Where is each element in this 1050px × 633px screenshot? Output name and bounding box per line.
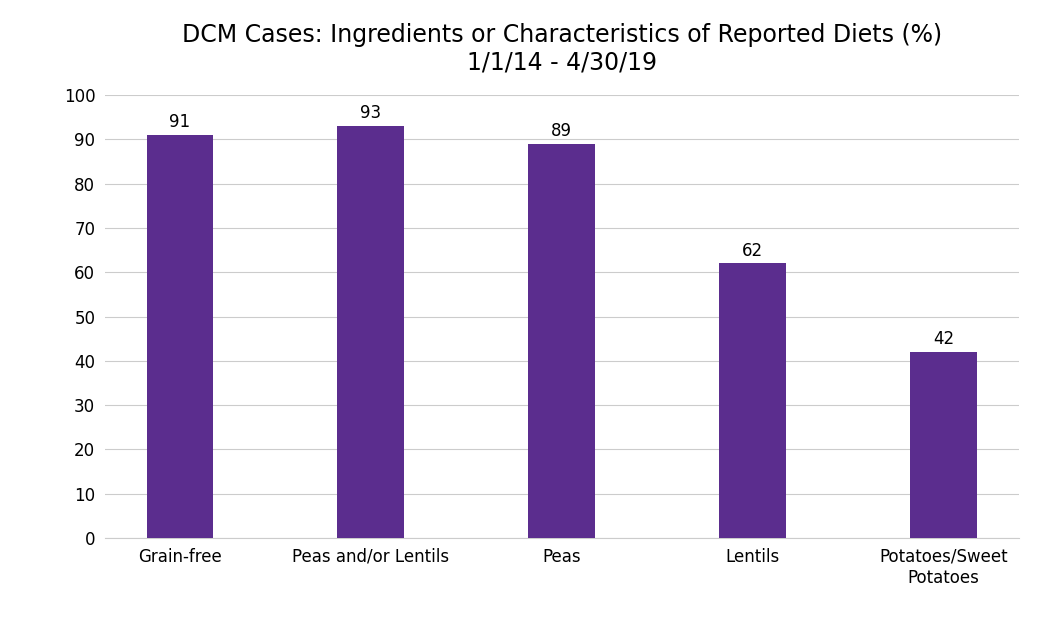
Text: 91: 91 (169, 113, 190, 131)
Text: 62: 62 (742, 242, 763, 260)
Title: DCM Cases: Ingredients or Characteristics of Reported Diets (%)
1/1/14 - 4/30/19: DCM Cases: Ingredients or Characteristic… (182, 23, 942, 75)
Text: 93: 93 (360, 104, 381, 122)
Bar (147, 135, 213, 538)
Text: 89: 89 (551, 122, 572, 140)
Bar (528, 144, 595, 538)
Bar (910, 352, 977, 538)
Bar (719, 263, 786, 538)
Text: 42: 42 (933, 330, 954, 348)
Bar (337, 126, 404, 538)
